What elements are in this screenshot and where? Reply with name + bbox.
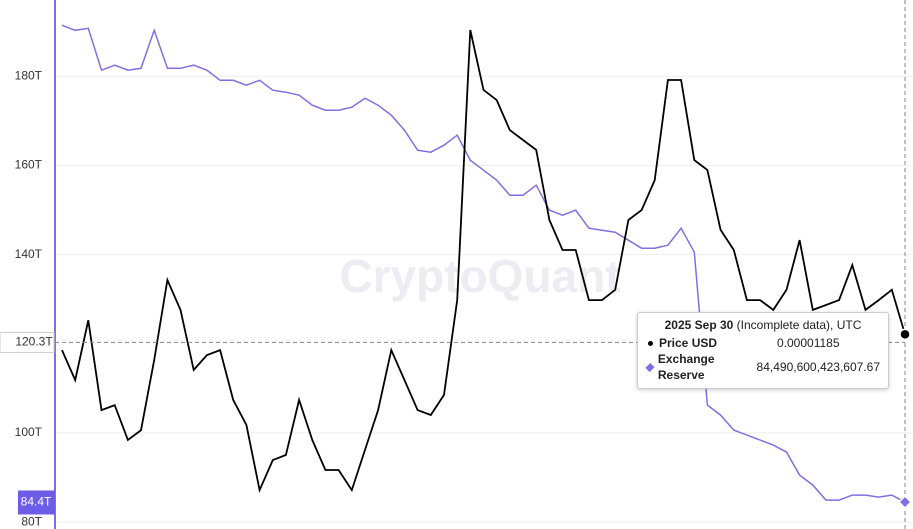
y-tick-label: 160T	[15, 158, 43, 172]
crosshair-label-bg	[0, 331, 55, 353]
tooltip-swatch	[645, 362, 655, 372]
tooltip-swatch	[648, 340, 653, 346]
series-line	[61, 29, 906, 494]
crosshair-label: 120.3T	[15, 335, 53, 349]
last-value-label: 84.4T	[21, 495, 52, 509]
reserve-marker	[897, 495, 913, 510]
tooltip-row: Price USD 0.00001185	[646, 335, 880, 351]
tooltip-note: (Incomplete data), UTC	[736, 318, 862, 332]
tooltip-series-name: Exchange Reserve	[657, 352, 715, 382]
tooltip-date: 2025 Sep 30	[664, 318, 734, 332]
tooltip-series-name: Price USD	[659, 336, 718, 350]
last-value-label-bg	[18, 490, 55, 515]
tooltip-header: 2025 Sep 30 (Incomplete data), UTC	[646, 318, 880, 332]
tooltip-row: Exchange Reserve 84,490,600,423,607.67	[645, 351, 880, 383]
y-tick-label: 140T	[15, 247, 43, 261]
y-tick-label: 80T	[21, 514, 42, 528]
watermark: CryptoQuant	[339, 250, 620, 302]
y-tick-label: 100T	[15, 425, 43, 439]
y-tick-label: 180T	[15, 68, 43, 82]
price-marker	[899, 328, 911, 341]
series-line	[61, 24, 906, 503]
tooltip-value: 84,490,600,423,607.67	[756, 360, 880, 374]
tooltip: 2025 Sep 30 (Incomplete data), UTC Price…	[637, 312, 889, 389]
tooltip-value: 0.00001185	[777, 336, 840, 350]
